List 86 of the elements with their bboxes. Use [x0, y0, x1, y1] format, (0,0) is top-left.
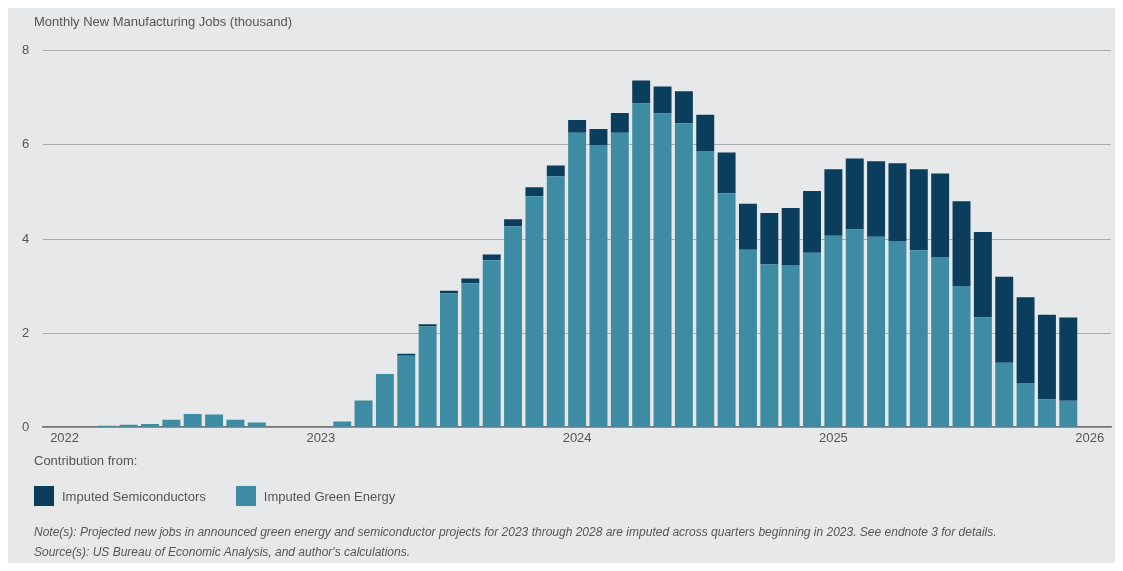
bar: [781, 207, 800, 265]
bar: [653, 113, 672, 427]
bar: [674, 123, 693, 427]
y-tick-label: 2: [22, 324, 30, 340]
bar: [803, 252, 821, 427]
bar: [610, 132, 629, 427]
x-tick-label: 2023: [306, 429, 336, 445]
y-tick-label: 0: [22, 418, 30, 434]
bar: [995, 362, 1014, 427]
y-axis-title: Monthly New Manufacturing Jobs (thousand): [33, 13, 293, 29]
bar: [482, 260, 501, 427]
bar: [418, 326, 437, 427]
bar: [824, 235, 843, 427]
bar: [824, 169, 843, 236]
y-tick-label: 6: [22, 136, 30, 152]
legend-label: Imputed Semiconductors: [62, 488, 206, 504]
bar: [909, 169, 928, 251]
bar: [589, 128, 608, 145]
text: Note(s): Projected new jobs in announced green energy and semiconductor projects for 2023 through 2028 are imputed across quarters beginning in 2023. See endnote 3 for details.: [34, 524, 998, 541]
bar: [867, 236, 886, 427]
x-tick-label: 2024: [562, 429, 592, 445]
bar: [1037, 399, 1056, 427]
bar: [760, 213, 779, 265]
bar: [226, 419, 245, 427]
bar: [674, 91, 693, 124]
bar: [354, 400, 373, 427]
bar: [696, 151, 715, 427]
bar: [183, 414, 202, 427]
bar: [781, 264, 800, 427]
bar: [162, 419, 181, 427]
bar: [568, 119, 587, 133]
bar: [504, 226, 523, 427]
bar: [653, 86, 672, 114]
bar: [141, 423, 159, 427]
x-tick-label: 2025: [818, 429, 848, 445]
bar: [504, 219, 523, 227]
bar: [525, 187, 544, 197]
bar: [440, 290, 458, 294]
bar: [952, 201, 971, 287]
bar: [333, 421, 352, 427]
bar: [568, 132, 587, 427]
bar: [845, 158, 864, 230]
bar: [931, 173, 950, 257]
bar: [888, 163, 907, 241]
legend-title: Contribution from:: [34, 453, 139, 468]
bar: [461, 283, 480, 427]
bar: [525, 196, 544, 427]
bar: [610, 112, 629, 133]
x-tick-label: 2022: [50, 429, 80, 445]
bar: [1037, 314, 1056, 400]
bar: [589, 144, 608, 427]
bar: [973, 317, 992, 427]
bar: [973, 231, 992, 318]
bar: [845, 229, 864, 427]
bar: [1016, 382, 1035, 427]
bar: [717, 152, 736, 194]
bar: [205, 414, 224, 427]
bar: [952, 286, 971, 427]
x-tick-label: 2026: [1075, 429, 1105, 445]
y-tick-label: 8: [22, 42, 30, 58]
bar: [995, 276, 1014, 363]
bar: [717, 193, 736, 427]
bar: [888, 240, 907, 427]
y-tick-label: 4: [22, 230, 30, 246]
bar: [696, 114, 715, 152]
bar: [760, 264, 779, 427]
bar: [375, 374, 394, 427]
bar: [1016, 297, 1035, 383]
source-note: Source(s): US Bureau of Economic Analysis, and author's calculations.: [34, 544, 412, 561]
bar: [632, 80, 651, 104]
bar: [738, 203, 757, 250]
bar: [738, 249, 757, 427]
bar: [632, 103, 651, 427]
bar: [1059, 317, 1078, 401]
bar: [867, 161, 886, 237]
bar: [546, 176, 565, 427]
legend-label: Imputed Green Energy: [263, 488, 396, 504]
bar: [909, 250, 928, 427]
bar: [397, 355, 416, 427]
bar: [931, 256, 950, 427]
bar: [247, 422, 266, 427]
bar: [546, 165, 565, 177]
bar: [418, 324, 437, 327]
bar: [440, 293, 458, 427]
bar: [803, 191, 821, 253]
bar: [1059, 400, 1078, 427]
